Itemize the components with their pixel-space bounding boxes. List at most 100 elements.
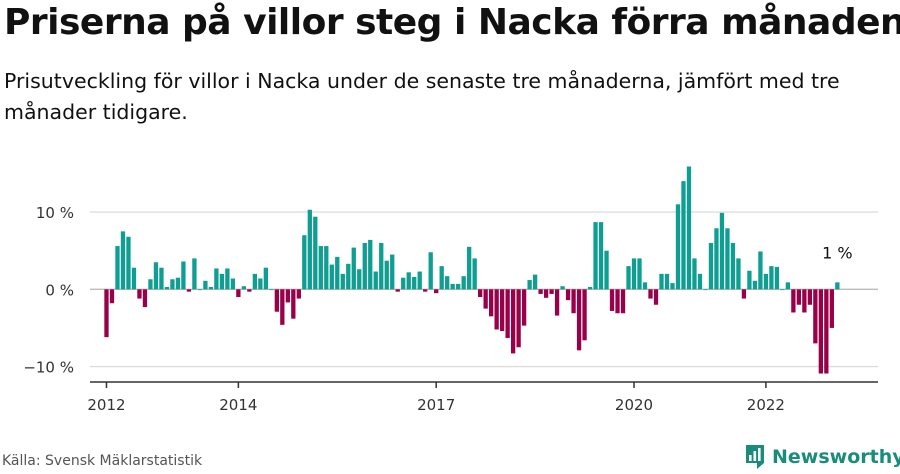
bar	[115, 246, 120, 290]
bar	[681, 181, 686, 290]
bar	[395, 289, 400, 292]
bar	[137, 289, 142, 299]
bar	[604, 250, 609, 290]
bar	[131, 267, 137, 290]
bar	[390, 254, 395, 290]
bar	[730, 242, 736, 290]
x-tick-label: 2020	[615, 396, 653, 414]
bar	[324, 246, 329, 290]
bar	[521, 289, 527, 326]
bar	[362, 242, 367, 290]
bar	[747, 270, 752, 290]
brand-logo: Newsworthy	[744, 443, 900, 471]
bar	[104, 289, 109, 338]
bar	[428, 252, 433, 290]
bar	[450, 283, 455, 290]
bar	[807, 289, 813, 305]
bar	[373, 271, 378, 290]
brand-name: Newsworthy	[772, 446, 900, 468]
bar	[153, 262, 159, 290]
bar	[648, 289, 653, 299]
chart-subtitle: Prisutveckling för villor i Nacka under …	[4, 69, 840, 124]
x-tick-label: 2014	[219, 396, 257, 414]
bar	[434, 289, 439, 294]
bar	[813, 289, 818, 344]
bar	[670, 283, 675, 290]
x-tick-label: 2022	[747, 396, 785, 414]
axis-labels: 10 % 0 % −10 % 1 % 2012 2014 2017 2020 2022	[23, 204, 852, 414]
bar	[703, 289, 708, 291]
bar	[159, 267, 164, 290]
bar	[791, 289, 796, 313]
bar	[241, 286, 247, 290]
chart-title: Priserna på villor steg i Nacka förra må…	[4, 2, 900, 43]
bar	[329, 264, 334, 290]
bar	[494, 289, 499, 330]
bar	[637, 258, 642, 290]
bar	[318, 246, 323, 290]
bar	[368, 239, 373, 290]
bars	[104, 166, 840, 374]
bar	[489, 289, 494, 317]
bar	[829, 289, 834, 328]
bar	[719, 212, 725, 290]
bar	[423, 289, 428, 292]
bar	[181, 261, 186, 290]
y-tick-label: 0 %	[45, 281, 74, 299]
bar	[170, 279, 175, 290]
bar	[802, 289, 807, 313]
bar	[615, 289, 620, 314]
x-tick-label: 2017	[417, 396, 455, 414]
bar	[538, 289, 543, 294]
bar	[263, 267, 268, 290]
bar	[664, 273, 670, 290]
bar	[126, 236, 131, 290]
bar	[642, 282, 648, 290]
bar	[351, 247, 356, 290]
newsworthy-logo-icon	[746, 445, 764, 469]
bar	[763, 273, 769, 290]
bar	[741, 289, 747, 299]
bar	[780, 289, 785, 291]
source-note: Källa: Svensk Mäklarstatistik	[2, 453, 203, 469]
bar	[197, 289, 203, 291]
bar	[247, 289, 252, 292]
bar	[269, 289, 274, 291]
bar	[120, 231, 126, 290]
bar	[302, 235, 307, 290]
bar	[598, 222, 604, 290]
bar	[774, 266, 780, 290]
bar	[796, 289, 802, 305]
last-value-annotation: 1 %	[822, 243, 852, 262]
bar	[714, 228, 719, 290]
bar	[346, 263, 351, 290]
bar	[208, 286, 214, 290]
bar	[631, 258, 637, 290]
bar	[472, 258, 477, 290]
bar	[560, 286, 565, 290]
bar	[483, 289, 488, 309]
bar	[587, 286, 593, 290]
bar	[225, 268, 230, 290]
x-axis	[90, 381, 878, 388]
bar	[835, 282, 840, 290]
bar	[692, 258, 697, 290]
bar	[686, 166, 692, 290]
bar	[164, 286, 170, 290]
y-tick-label: −10 %	[23, 359, 74, 377]
bar	[203, 280, 208, 290]
bar	[175, 277, 181, 290]
bar	[274, 289, 279, 312]
bar	[335, 256, 340, 290]
bar	[752, 280, 758, 290]
bar	[461, 276, 466, 290]
bar	[280, 289, 285, 325]
bar	[543, 289, 549, 298]
bar	[478, 289, 483, 298]
bar	[401, 277, 406, 290]
bar	[499, 289, 505, 332]
bar	[769, 266, 774, 290]
bar	[142, 289, 148, 308]
bar	[252, 273, 258, 290]
